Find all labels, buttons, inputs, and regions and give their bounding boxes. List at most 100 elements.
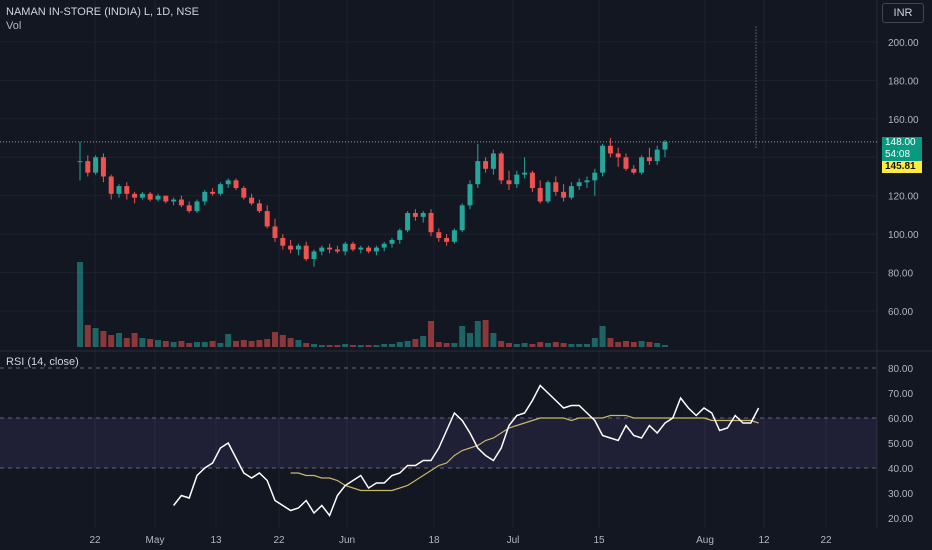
rsi-axis-label: 30.00: [888, 489, 913, 500]
time-axis-label: 22: [820, 535, 832, 546]
volume-bar: [443, 343, 450, 347]
candle-body: [124, 186, 130, 194]
candle-body: [272, 226, 278, 238]
volume-bar: [139, 338, 146, 347]
volume-bar: [638, 341, 645, 347]
candle-body: [436, 232, 442, 238]
volume-bar: [373, 345, 380, 347]
volume-bar: [498, 341, 505, 347]
volume-bar: [350, 345, 356, 347]
candle-body: [662, 141, 668, 150]
volume-bar: [225, 334, 232, 347]
volume-bar: [123, 338, 130, 347]
candle-body: [607, 145, 613, 154]
volume-bar: [357, 345, 364, 347]
volume-bar: [77, 262, 83, 347]
volume-bar: [467, 333, 473, 347]
volume-legend[interactable]: Vol: [6, 20, 22, 32]
candle-body: [163, 195, 169, 202]
volume-bar: [162, 341, 169, 347]
currency-button[interactable]: INR: [882, 3, 924, 23]
volume-bar: [272, 332, 278, 347]
volume-bar: [311, 344, 317, 347]
candle-body: [561, 191, 567, 198]
volume-bar: [108, 335, 115, 347]
volume-bar: [318, 345, 325, 347]
volume-bar: [147, 339, 154, 347]
candle-body: [506, 180, 512, 185]
candle-body: [171, 199, 177, 202]
candle-body: [311, 251, 317, 260]
candle-body: [132, 193, 138, 198]
rsi-legend[interactable]: RSI (14, close): [6, 356, 79, 368]
volume-bar: [506, 343, 512, 347]
volume-bar: [630, 342, 637, 347]
volume-bar: [428, 321, 434, 347]
rsi-axis-label: 40.00: [888, 464, 913, 475]
rsi-axis-label: 70.00: [888, 389, 913, 400]
candle-body: [139, 193, 145, 198]
volume-bar: [545, 343, 551, 347]
candle-body: [202, 191, 208, 202]
candle-body: [576, 182, 582, 187]
volume-bar: [615, 342, 622, 347]
volume-bar: [131, 333, 138, 347]
volume-bar: [240, 340, 247, 347]
candle-body: [584, 180, 590, 183]
candle-body: [514, 174, 520, 185]
candle-body: [264, 211, 270, 227]
volume-bar: [84, 325, 91, 347]
volume-bar: [412, 339, 419, 347]
volume-bar: [248, 341, 255, 347]
volume-bar: [194, 342, 200, 347]
candle-body: [155, 195, 161, 200]
candle-body: [592, 172, 598, 181]
price-axis-label: 80.00: [888, 269, 913, 280]
volume-bar: [396, 342, 403, 347]
price-axis-label: 180.00: [888, 76, 919, 87]
volume-bar: [607, 338, 614, 347]
rsi-ma-line: [290, 414, 759, 492]
candle-body: [217, 184, 223, 194]
candle-body: [631, 168, 637, 173]
candle-body: [381, 243, 387, 248]
volume-bar: [365, 345, 372, 347]
time-axis-label: 13: [210, 535, 222, 546]
volume-bar: [334, 345, 341, 347]
volume-bar: [155, 340, 161, 347]
time-axis-label: 22: [89, 535, 101, 546]
candle-body: [100, 157, 106, 177]
volume-bar: [420, 336, 427, 347]
volume-bar: [560, 343, 567, 347]
ma-value-tag: 145.81: [882, 161, 922, 173]
candle-body: [568, 186, 574, 198]
candle-body: [646, 157, 652, 162]
candle-body: [108, 176, 114, 194]
symbol-title[interactable]: NAMAN IN-STORE (INDIA) L, 1D, NSE: [6, 6, 199, 18]
rsi-axis-label: 60.00: [888, 414, 913, 425]
volume-bar: [326, 345, 333, 347]
time-axis-label: 12: [758, 535, 770, 546]
candle-body: [249, 197, 255, 204]
candle-body: [186, 205, 192, 212]
volume-bar: [474, 321, 481, 347]
volume-bar: [451, 343, 458, 347]
candle-body: [288, 245, 294, 250]
volume-bar: [217, 343, 224, 347]
volume-bar: [178, 341, 185, 347]
time-axis-label: May: [146, 535, 165, 546]
rsi-axis-label: 20.00: [888, 514, 913, 525]
candle-body: [358, 247, 364, 250]
candle-body: [490, 153, 496, 169]
volume-bar: [459, 326, 466, 347]
candle-body: [85, 161, 91, 173]
volume-bar: [100, 331, 107, 347]
candle-body: [342, 243, 348, 252]
candle-body: [373, 247, 379, 252]
rsi-band: [0, 418, 877, 468]
volume-bar: [623, 341, 629, 347]
candle-body: [639, 157, 645, 173]
volume-bar: [490, 333, 497, 347]
candle-body: [241, 188, 247, 198]
